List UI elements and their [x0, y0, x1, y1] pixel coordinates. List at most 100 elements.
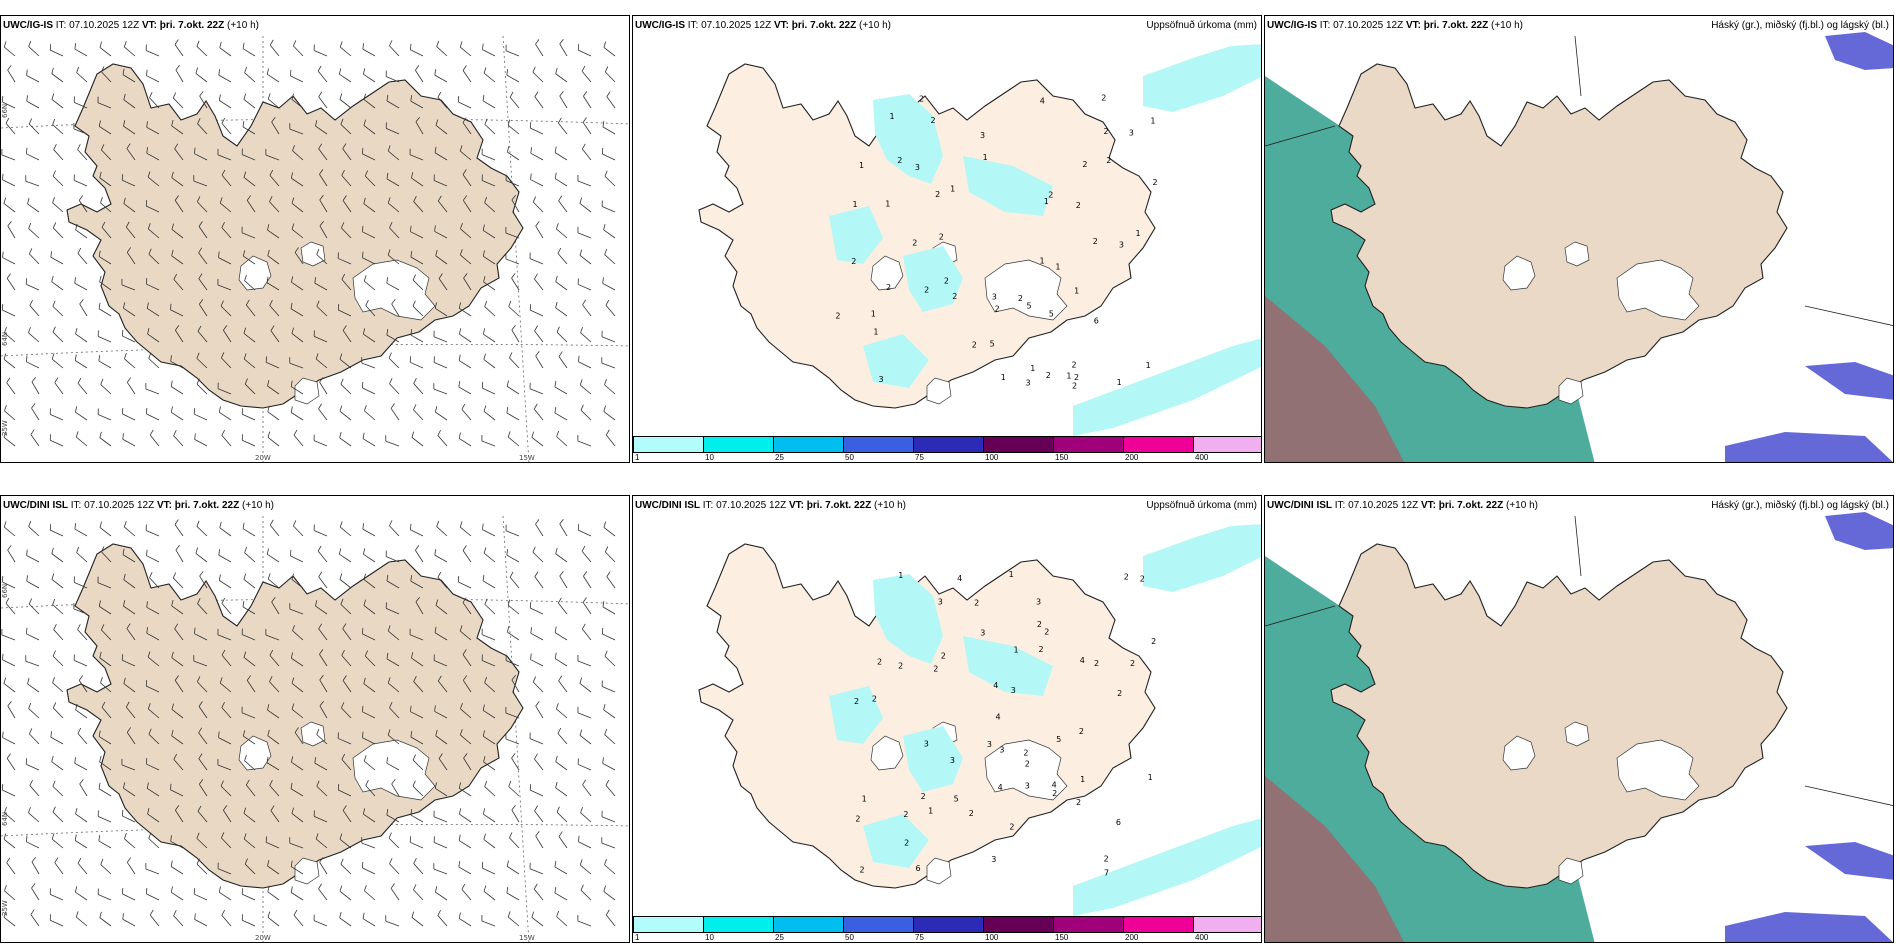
wind-barb [2, 309, 16, 317]
wind-barb-flag [507, 626, 510, 633]
wind-barb [173, 279, 184, 291]
wind-barb [482, 580, 496, 589]
wind-barb [194, 633, 208, 641]
wind-barb-flag [364, 885, 367, 892]
precip-value: 1 [873, 327, 878, 336]
wind-barb [123, 683, 136, 693]
wind-barb [413, 889, 424, 901]
wind-barb-flag [316, 248, 320, 255]
wind-barb-flag [243, 651, 247, 658]
wind-barb-flag [3, 521, 7, 528]
wind-barb-flag [415, 545, 420, 551]
wind-barb [28, 228, 40, 239]
wind-barb [313, 50, 328, 57]
colorbar-swatch [913, 916, 984, 933]
panel-r2c3: UWC/DINI ISL IT: 07.10.2025 12Z VT: þri.… [1264, 495, 1894, 943]
wind-barb-flag [605, 299, 610, 306]
wind-barb-flag [534, 805, 538, 812]
wind-barb [556, 916, 568, 927]
wind-barb-flag [51, 833, 55, 840]
lat-label-66n: 66N [1, 584, 9, 598]
wind-barb-flag [26, 355, 28, 362]
wind-barb [28, 812, 40, 823]
precip-map: 3221331122321121111125332212222262213222… [698, 44, 1261, 436]
wind-barb-flag [77, 624, 81, 630]
wind-barb-flag [581, 143, 586, 150]
wind-barb-flag [267, 380, 270, 387]
wind-barb [507, 631, 520, 641]
wind-barb [459, 787, 472, 797]
glacier [352, 739, 436, 801]
mid-cloud-area [1805, 842, 1893, 880]
wind-barb [52, 682, 64, 693]
precip-value: 1 [950, 185, 955, 194]
wind-barb-flag [267, 729, 270, 736]
wind-barb [5, 603, 16, 615]
wind-barb [100, 202, 112, 213]
wind-barb-flag [458, 834, 461, 841]
wind-barb [459, 630, 472, 641]
wind-barb [386, 580, 400, 589]
wind-barb [194, 919, 208, 927]
wind-barb [556, 331, 568, 343]
wind-barb [579, 384, 592, 395]
wind-barb [50, 919, 64, 927]
wind-barb [291, 333, 304, 343]
precip-value: 1 [928, 807, 933, 816]
wind-barb-flag [173, 273, 178, 280]
wind-barb-flag [604, 728, 608, 735]
wind-barb [605, 305, 616, 317]
wind-barb-flag [434, 146, 437, 153]
precip-value: 3 [1011, 686, 1016, 695]
wind-barb-flag [437, 909, 441, 916]
wind-barb [271, 601, 280, 615]
wind-barb-flag [123, 521, 127, 528]
wind-barb [481, 180, 496, 187]
wind-barb-flag [482, 574, 485, 581]
iceland-landmass [66, 543, 524, 889]
wind-barb-flag [559, 519, 564, 525]
wind-barb [534, 330, 544, 343]
wind-barb [386, 658, 400, 667]
panel-r1c2: UWC/IG-IS IT: 07.10.2025 12Z VT: þri. 7.… [632, 15, 1262, 463]
wind-barb-flag [460, 703, 463, 709]
wind-barb [269, 44, 280, 57]
wind-barb-flag [125, 701, 130, 708]
wind-barb-flag [244, 858, 248, 865]
wind-barb [413, 863, 424, 875]
wind-barb [54, 862, 64, 875]
wind-barb [220, 785, 232, 797]
wind-barb-flag [29, 779, 33, 786]
wind-barb-flag [147, 651, 151, 658]
wind-barb [534, 576, 544, 589]
wind-barb-flag [559, 571, 564, 577]
wind-barb-flag [317, 65, 322, 72]
wind-barb [505, 50, 520, 57]
wind-barb-flag [483, 405, 487, 412]
wind-barb-flag [459, 625, 463, 632]
wind-barb [171, 892, 184, 901]
wind-barb [197, 123, 208, 135]
glacier [294, 377, 320, 405]
precip-value: 1 [1014, 645, 1019, 654]
wind-barb [535, 835, 544, 849]
wind-barb-flag [319, 675, 324, 681]
lon-line-15w [502, 515, 530, 942]
wind-barb [530, 789, 544, 797]
wind-barb [605, 71, 616, 83]
wind-barb-flag [387, 145, 391, 152]
wind-barb [126, 862, 136, 875]
wind-barb [148, 838, 160, 849]
wind-barb [175, 330, 184, 343]
wind-barb-flag [196, 196, 201, 203]
precip-value: 3 [980, 131, 985, 140]
wind-barb [532, 201, 544, 213]
wind-barb [51, 358, 64, 369]
wind-barb [412, 305, 424, 317]
wind-barb [291, 203, 304, 213]
vt-label: VT: [1405, 20, 1421, 31]
wind-barb-flag [410, 575, 413, 582]
wind-barb-flag [78, 195, 83, 201]
wind-barb-flag [412, 300, 416, 307]
wind-barb [459, 438, 472, 447]
